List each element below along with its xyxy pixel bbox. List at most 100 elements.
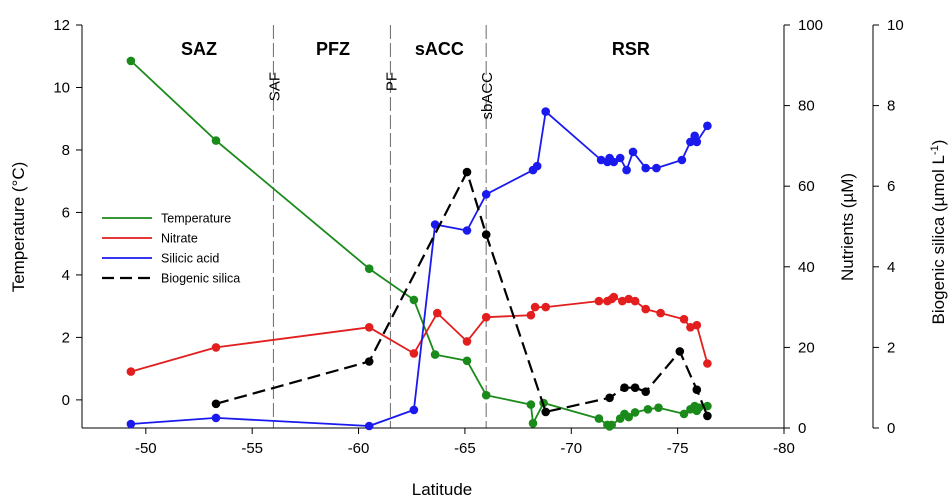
x-tick-label: -65 xyxy=(454,440,476,457)
biogenic-silica-point xyxy=(675,347,685,356)
nitrate-point xyxy=(692,320,702,330)
nitrate-point xyxy=(641,304,650,314)
temperature-point xyxy=(624,412,633,422)
temperature-point xyxy=(679,409,689,419)
temperature-point xyxy=(694,403,704,413)
silicic-acid-point xyxy=(541,107,550,116)
biogenic-silica-point xyxy=(692,385,702,395)
silicic-acid-point xyxy=(211,413,221,423)
silicic-acid-point xyxy=(692,137,702,147)
temperature-point xyxy=(126,56,136,66)
temperature-point xyxy=(594,414,604,423)
biogenic-silica-point xyxy=(641,387,650,397)
x-tick-label: -70 xyxy=(560,440,582,457)
silicic-acid-point xyxy=(126,419,136,429)
biogenic-silica-point xyxy=(703,411,712,421)
y-axis-nutrients: 0 20 40 60 80 100 xyxy=(783,17,823,437)
silicic-acid-point xyxy=(615,153,625,163)
zone-label-sacc: sACC xyxy=(415,39,464,59)
bsi-title-main: Biogenic silica (µmol L xyxy=(929,155,948,324)
y-tick-label-temperature: 6 xyxy=(62,204,70,221)
x-axis-title: Latitude xyxy=(412,480,473,499)
temperature-point xyxy=(430,350,440,359)
y-axis-temperature: 0 2 4 6 8 10 12 xyxy=(53,17,83,428)
y-tick-label-temperature: 12 xyxy=(53,17,70,34)
y-tick-label-biogenic-silica: 0 xyxy=(887,420,895,437)
front-labels: SAF PF sbACC xyxy=(266,72,496,120)
biogenic-silica-point xyxy=(620,383,629,393)
temperature-point xyxy=(364,264,374,274)
silicic-acid-point xyxy=(462,226,472,235)
zone-labels: SAZ PFZ sACC RSR xyxy=(181,39,650,59)
silicic-acid-point xyxy=(481,190,491,199)
nitrate-point xyxy=(703,359,712,368)
nitrate-point xyxy=(530,302,540,312)
silicic-acid-point xyxy=(364,421,374,431)
y-tick-label-nutrients: 0 xyxy=(798,420,806,437)
silicic-acid-point xyxy=(609,157,619,167)
y-tick-label-temperature: 2 xyxy=(62,329,70,346)
temperature-point xyxy=(462,356,472,366)
nitrate-point xyxy=(364,323,374,332)
legend-label-silicic-acid: Silicic acid xyxy=(161,252,219,266)
x-tick-label: -55 xyxy=(241,440,263,457)
bsi-title-end: ) xyxy=(929,140,948,146)
temperature-point xyxy=(643,405,653,414)
biogenic-silica-point xyxy=(630,383,640,393)
nitrate-point xyxy=(679,314,689,324)
nitrate-point xyxy=(433,308,442,318)
y-tick-label-temperature: 10 xyxy=(53,79,70,96)
nitrate-point xyxy=(126,367,136,376)
biogenic-silica-point xyxy=(211,399,221,409)
nitrate-point xyxy=(409,349,419,358)
x-tick-label: -60 xyxy=(348,440,370,457)
silicic-acid-point xyxy=(677,155,687,165)
x-tick-label: -75 xyxy=(667,440,689,457)
x-tick-label: -80 xyxy=(773,440,795,457)
silicic-acid-point xyxy=(628,147,638,157)
nitrate-point xyxy=(609,292,619,302)
bsi-title-sup: -1 xyxy=(929,145,941,155)
y-tick-label-nutrients: 20 xyxy=(798,339,815,356)
biogenic-silica-point xyxy=(364,357,374,366)
y-axis-title-temperature: Temperature (°C) xyxy=(9,162,28,293)
legend-label-temperature: Temperature xyxy=(161,212,231,226)
temperature-point xyxy=(409,295,419,305)
biogenic-silica-point xyxy=(481,230,491,239)
temperature-point xyxy=(481,390,491,400)
zone-label-saz: SAZ xyxy=(181,39,217,59)
temperature-point xyxy=(607,420,616,430)
zone-label-pfz: PFZ xyxy=(316,39,350,59)
y-tick-label-biogenic-silica: 2 xyxy=(887,339,895,356)
nitrate-point xyxy=(526,310,536,320)
y-tick-label-temperature: 4 xyxy=(62,267,70,284)
y-tick-label-biogenic-silica: 10 xyxy=(887,17,904,34)
nitrate-point xyxy=(594,296,604,306)
legend-label-nitrate: Nitrate xyxy=(161,232,198,246)
nitrate-point xyxy=(211,343,221,352)
silicic-acid-point xyxy=(532,161,542,171)
temperature-point xyxy=(528,419,538,428)
temperature-point xyxy=(630,408,640,417)
front-label-saf: SAF xyxy=(266,72,283,101)
y-axis-title-nutrients: Nutrients (µM) xyxy=(838,173,857,281)
silicic-acid-point xyxy=(430,220,440,229)
nitrate-point xyxy=(656,308,665,318)
silicic-acid-point xyxy=(652,163,661,173)
y-tick-label-nutrients: 60 xyxy=(798,178,815,195)
y-tick-label-nutrients: 40 xyxy=(798,259,815,276)
temperature-point xyxy=(526,400,536,409)
nitrate-point xyxy=(481,312,491,322)
biogenic-silica-point xyxy=(462,167,472,177)
nitrate-point xyxy=(630,296,640,306)
silicic-acid-point xyxy=(622,165,631,175)
silicic-acid-point xyxy=(703,121,712,131)
biogenic-silica-point xyxy=(541,407,550,417)
x-axis: -50 -55 -60 -65 -70 -75 -80 xyxy=(82,427,795,457)
y-tick-label-biogenic-silica: 4 xyxy=(887,259,895,276)
legend: Temperature Nitrate Silicic acid Biogenic s… xyxy=(102,212,240,286)
y-axis-biogenic-silica: 0 2 4 6 8 10 xyxy=(872,17,904,437)
y-tick-label-nutrients: 80 xyxy=(798,98,815,115)
temperature-point xyxy=(654,403,663,413)
